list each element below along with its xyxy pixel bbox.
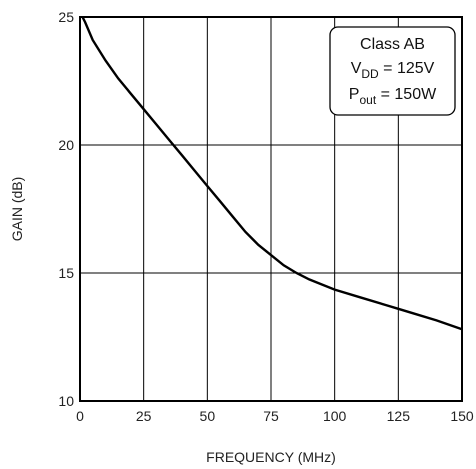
y-tick-labels: 10 15 20 25	[58, 9, 74, 409]
x-tick-label-0: 0	[76, 408, 84, 424]
x-axis-title: FREQUENCY (MHz)	[206, 449, 336, 465]
x-tick-label-1: 25	[136, 408, 152, 424]
x-tick-label-3: 75	[263, 408, 279, 424]
x-tick-labels: 0 25 50 75 100 125 150	[76, 408, 474, 424]
y-axis-title: GAIN (dB)	[9, 177, 25, 242]
pout-label: Pout = 150W	[349, 86, 437, 107]
x-tick-label-6: 150	[450, 408, 474, 424]
x-tick-label-4: 100	[323, 408, 347, 424]
vdd-label: VDD = 125V	[351, 60, 435, 81]
y-tick-label-3: 25	[58, 9, 74, 25]
annotation-box: Class AB VDD = 125V Pout = 150W	[329, 26, 456, 116]
class-label: Class AB	[360, 36, 425, 53]
annotation-box-border	[329, 26, 456, 116]
x-tick-label-2: 50	[200, 408, 216, 424]
x-tick-label-5: 125	[387, 408, 411, 424]
y-tick-label-1: 15	[58, 265, 74, 281]
y-tick-label-0: 10	[58, 393, 74, 409]
gain-curve	[81, 16, 463, 331]
y-tick-label-2: 20	[58, 137, 74, 153]
